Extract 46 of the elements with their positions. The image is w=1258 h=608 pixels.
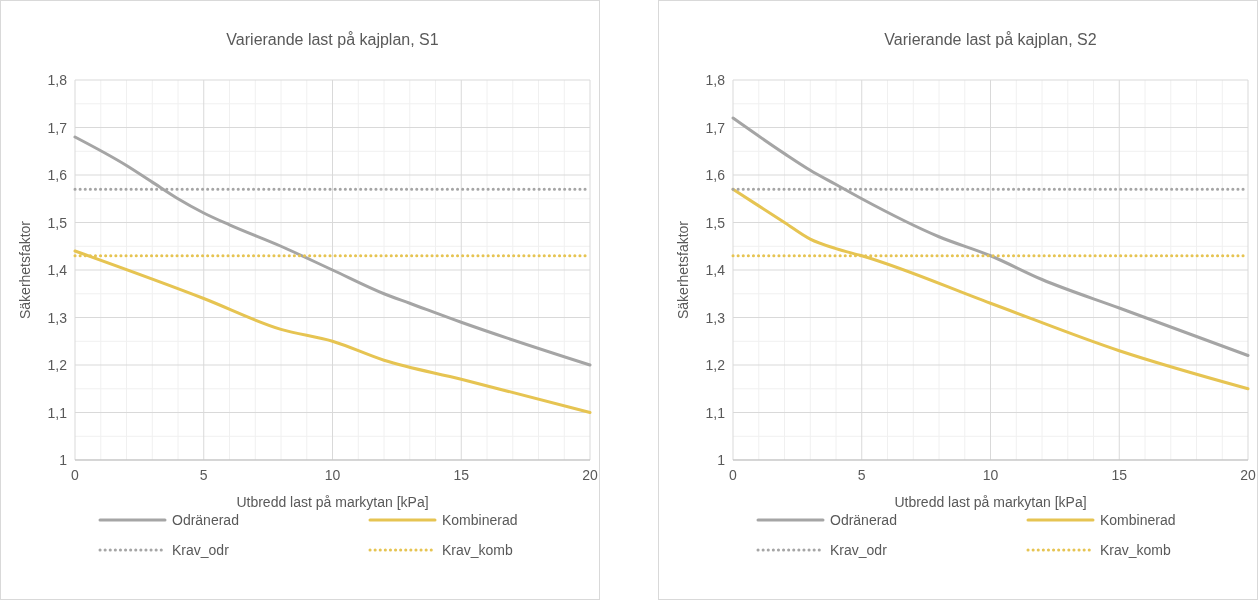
y-tick-label: 1,4 <box>47 262 68 278</box>
legend-label: Krav_odr <box>830 542 888 558</box>
legend-label: Krav_odr <box>172 542 230 558</box>
x-tick-label: 0 <box>729 467 738 483</box>
y-tick-label: 1,2 <box>47 357 68 373</box>
x-tick-label: 20 <box>1240 467 1256 483</box>
x-axis-title: Utbredd last på markytan [kPa] <box>236 494 429 510</box>
x-tick-label: 5 <box>199 467 208 483</box>
x-tick-label: 15 <box>1111 467 1128 483</box>
x-tick-label: 15 <box>453 467 470 483</box>
y-tick-label: 1,7 <box>47 119 68 136</box>
legend-label: Kombinerad <box>1100 512 1176 528</box>
y-tick-label: 1,3 <box>47 309 68 326</box>
y-tick-label: 1,4 <box>705 262 726 278</box>
chart-title: Varierande last på kajplan, S1 <box>226 31 439 48</box>
y-tick-label: 1,6 <box>47 167 68 183</box>
y-tick-label: 1 <box>59 452 68 468</box>
line-series <box>731 187 1250 391</box>
y-tick-label: 1,1 <box>47 404 68 421</box>
y-tick-label: 1,7 <box>705 119 726 136</box>
x-tick-label: 20 <box>582 467 598 483</box>
y-tick-label: 1 <box>717 452 726 468</box>
x-axis-title: Utbredd last på markytan [kPa] <box>894 494 1087 510</box>
x-tick-label: 0 <box>71 467 80 483</box>
y-tick-label: 1,3 <box>705 309 726 326</box>
line-series <box>73 135 592 367</box>
legend-label: Krav_komb <box>1100 542 1172 558</box>
x-tick-label: 5 <box>857 467 866 483</box>
y-tick-label: 1,8 <box>47 72 68 88</box>
y-axis-title: Säkerhetsfaktor <box>17 220 33 320</box>
x-tick-label: 10 <box>324 467 341 483</box>
y-tick-label: 1,8 <box>705 72 726 88</box>
legend-label: Kombinerad <box>442 512 518 528</box>
y-axis-title: Säkerhetsfaktor <box>675 220 691 320</box>
line-series <box>73 249 592 414</box>
legend-label: Krav_komb <box>442 542 514 558</box>
chart-title: Varierande last på kajplan, S2 <box>884 31 1097 48</box>
y-tick-label: 1,2 <box>705 357 726 373</box>
y-tick-label: 1,1 <box>705 404 726 421</box>
y-tick-label: 1,6 <box>705 167 726 183</box>
y-tick-label: 1,5 <box>47 214 68 231</box>
legend-label: Odränerad <box>830 512 897 528</box>
legend-label: Odränerad <box>172 512 239 528</box>
y-tick-label: 1,5 <box>705 214 726 231</box>
x-tick-label: 10 <box>982 467 999 483</box>
line-series <box>731 116 1250 357</box>
